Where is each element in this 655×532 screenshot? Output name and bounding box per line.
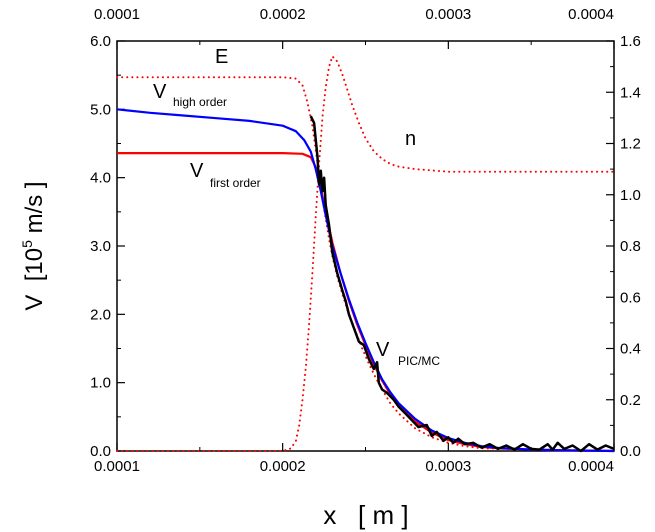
- series-line-n-4: [116, 55, 615, 452]
- annotation-v-first-order-main: V: [190, 160, 204, 182]
- y-tick-label-left: 6.0: [90, 33, 111, 50]
- y-axis-title-suffix: m/s ]: [21, 181, 48, 240]
- y-tick-label-left: 5.0: [90, 101, 111, 118]
- y-tick-label-right: 0.6: [620, 289, 641, 306]
- x-axis-title: x [ m ]: [323, 500, 408, 530]
- series-line-v-first-order: [117, 152, 615, 453]
- y-tick-label-right: 1.2: [620, 136, 641, 153]
- x-tick-label-bottom: 0.0004: [568, 458, 614, 475]
- series-line-e-3: [116, 76, 615, 452]
- annotation-v-first-order-sub: first order: [210, 176, 261, 190]
- x-tick-label-top: 0.0001: [94, 6, 140, 23]
- x-tick-label-bottom: 0.0003: [425, 458, 471, 475]
- y-tick-label-right: 0.0: [620, 443, 641, 460]
- axis-ticks: [116, 40, 615, 452]
- x-tick-label-bottom: 0.0001: [94, 458, 140, 475]
- annotation-n: n: [405, 128, 416, 150]
- y-tick-label-left: 3.0: [90, 238, 111, 255]
- y-tick-label-right: 0.8: [620, 238, 641, 255]
- x-tick-label-bottom: 0.0002: [260, 458, 306, 475]
- series-line-v-pic-mc: [309, 115, 615, 453]
- y-tick-label-right: 1.6: [620, 33, 641, 50]
- y-axis-title: V [105 m/s ]: [19, 181, 48, 310]
- annotation-e: E: [215, 46, 228, 68]
- y-tick-label-left: 4.0: [90, 170, 111, 187]
- y-axis-title-prefix: V [10: [21, 248, 48, 311]
- annotation-v-picmc-main: V: [376, 339, 390, 361]
- y-tick-label-right: 0.4: [620, 341, 641, 358]
- annotation-v-picmc-sub: PIC/MC: [398, 354, 440, 368]
- x-tick-label-top: 0.0002: [260, 6, 306, 23]
- y-tick-label-left: 1.0: [90, 375, 111, 392]
- y-tick-label-right: 1.0: [620, 187, 641, 204]
- y-tick-label-right: 0.2: [620, 392, 641, 409]
- x-tick-label-top: 0.0004: [568, 6, 614, 23]
- tick-labels: 0.00010.00010.00020.00020.00030.00030.00…: [90, 6, 641, 475]
- y-axis-title-sup: 5: [19, 240, 35, 248]
- annotation-v-high-order-main: V: [153, 81, 167, 103]
- y-tick-label-left: 2.0: [90, 306, 111, 323]
- series-lines: [116, 55, 615, 453]
- y-tick-label-right: 1.4: [620, 84, 641, 101]
- y-tick-label-left: 0.0: [90, 443, 111, 460]
- series-annotations: E n V high order V first order V PIC/MC: [153, 46, 440, 368]
- x-tick-label-top: 0.0003: [425, 6, 471, 23]
- annotation-v-high-order-sub: high order: [173, 95, 227, 109]
